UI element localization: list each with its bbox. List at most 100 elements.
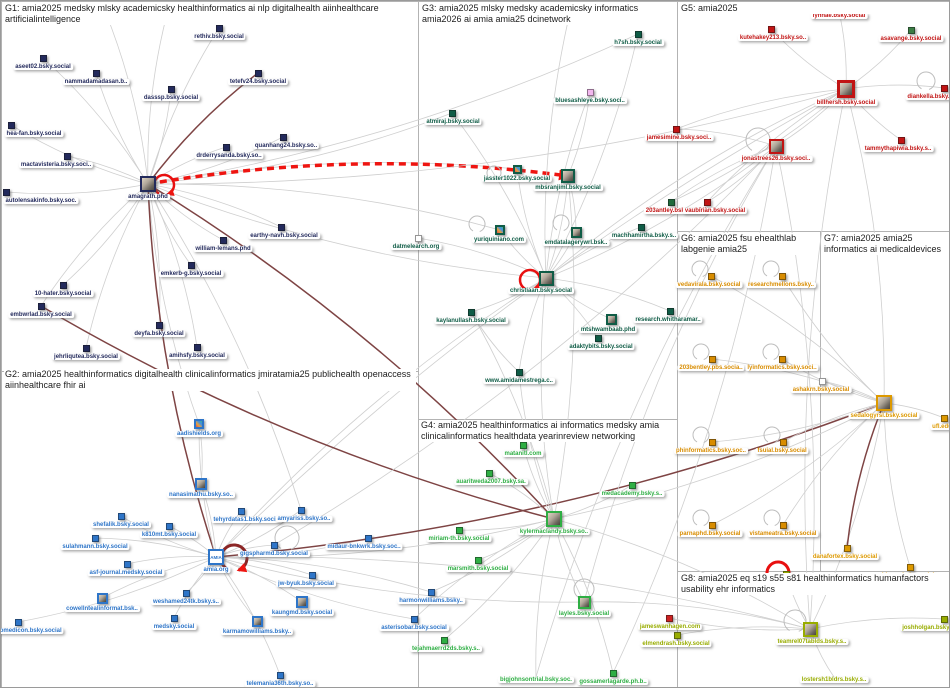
- node-label: auaritweda2007.bsky.sa.: [454, 478, 528, 485]
- edge: [104, 10, 149, 185]
- self-loop-edge: [573, 578, 595, 599]
- edge: [676, 626, 811, 636]
- node-label: nammadamadasan.b..: [62, 78, 130, 85]
- node-square-icon: [907, 26, 915, 34]
- avatar: [296, 596, 308, 608]
- avatar: [512, 164, 522, 174]
- node-square-icon: [270, 541, 278, 549]
- edge: [95, 72, 149, 185]
- self-loop-edge: [763, 509, 781, 526]
- node-square-icon: [703, 198, 711, 206]
- node-label: asf-journal.medsky.social: [87, 569, 165, 576]
- node-square-icon: [673, 631, 681, 639]
- node-square-icon: [193, 343, 201, 351]
- edge: [147, 183, 192, 266]
- avatar: [768, 138, 784, 154]
- node-label: tammythapiwia.bsky.s..: [862, 145, 934, 152]
- node-label: christiaan.bsky.social: [508, 287, 574, 294]
- node-label: jehrliqutea.bsky.social: [52, 353, 120, 360]
- node-label: elmendrash.bsky.social: [640, 640, 712, 647]
- edge: [545, 88, 847, 279]
- edge: [126, 556, 217, 565]
- node-label: hea-fan.bsky.social: [4, 130, 64, 137]
- node-label: vistameatra.bsky.social: [747, 530, 819, 537]
- edge: [147, 88, 847, 185]
- node-label: kaylanullash.bsky.social: [434, 317, 508, 324]
- node-square-icon: [906, 563, 914, 571]
- node-square-icon: [63, 152, 71, 160]
- edge: [846, 402, 885, 549]
- node-square-icon: [455, 526, 463, 534]
- edge: [775, 145, 815, 630]
- self-loop-edge: [468, 215, 486, 232]
- node-label: emkerb-g.bsky.social: [158, 270, 224, 277]
- node-label: 10-hater.bsky.social: [32, 290, 94, 297]
- edge: [147, 183, 282, 228]
- node-square-icon: [222, 143, 230, 151]
- node-label: miriam-th.bsky.social: [426, 535, 492, 542]
- node-label: mbsranjiml.bsky.social: [533, 185, 603, 191]
- node-label: gigspharmd.bsky.social: [238, 550, 310, 557]
- avatar: [194, 419, 204, 429]
- node-square-icon: [117, 512, 125, 520]
- edge: [451, 112, 547, 279]
- node-label: gossamerlagarde.ph.b..: [577, 678, 649, 685]
- node-label: embwrlad.bsky.social: [8, 311, 74, 318]
- edge: [147, 112, 453, 185]
- node-square-icon: [59, 281, 67, 289]
- node-square-icon: [665, 614, 673, 622]
- node-square-icon: [219, 236, 227, 244]
- edge: [147, 33, 639, 185]
- group-title-G3: G3: amia2025 mlsky medsky academicsky in…: [421, 3, 677, 25]
- edge: [215, 556, 585, 603]
- node-label: earthy-navh.bsky.social: [248, 232, 320, 239]
- edge: [612, 145, 777, 674]
- node-label: lyinformatics.bsky.soci..: [745, 364, 819, 371]
- avatar: [802, 621, 818, 637]
- node-label: vedavirala.bsky.social: [675, 281, 743, 288]
- self-loop-edge: [692, 509, 710, 526]
- node-square-icon: [308, 571, 316, 579]
- node-square-icon: [364, 534, 372, 542]
- edge: [781, 275, 885, 404]
- node-square-icon: [708, 438, 716, 446]
- node-label: jonastrees26.bsky.soci..: [739, 155, 813, 162]
- edge: [583, 601, 811, 630]
- node-square-icon: [2, 188, 10, 196]
- node-square-icon: [277, 223, 285, 231]
- edge: [883, 402, 911, 568]
- node-square-icon: [155, 321, 163, 329]
- node-square-icon: [779, 438, 787, 446]
- node-label: danafortex.bsky.social: [810, 553, 880, 560]
- node-label: tehyrdatas1.bsky.social: [211, 516, 283, 523]
- node-label: sulahmann.bsky.social: [60, 543, 130, 550]
- node-square-icon: [843, 544, 851, 552]
- edge: [545, 33, 639, 279]
- node-square-icon: [276, 671, 284, 679]
- node-label: quanhang24.bsky.so..: [252, 142, 320, 149]
- node-label: mtshwambaab.phd: [578, 326, 638, 333]
- node-label: 203antley.bsky.social: [643, 207, 709, 214]
- node-label: datmelearch.org: [390, 243, 442, 250]
- self-loop-edge: [691, 260, 709, 277]
- self-loop-edge: [518, 268, 542, 291]
- edge: [675, 88, 847, 130]
- avatar: [546, 511, 562, 527]
- node-square-icon: [254, 69, 262, 77]
- node-label: karmamowilliams.bsky..: [220, 628, 294, 635]
- edge: [553, 484, 633, 520]
- node-label: william-lemans.phd: [193, 245, 253, 252]
- edge: [809, 617, 945, 630]
- avatar: [495, 225, 505, 235]
- edge: [147, 183, 198, 348]
- node-square-icon: [515, 368, 523, 376]
- node-square-icon: [767, 25, 775, 33]
- edge: [215, 277, 547, 558]
- edge: [567, 91, 591, 177]
- edge: [535, 145, 777, 678]
- node-square-icon: [708, 355, 716, 363]
- node-label: comedicon.bsky.social: [1, 627, 64, 634]
- node-label: parnaphd.bsky.social: [677, 530, 743, 537]
- node-label: nanasimathu.bsky.so..: [167, 492, 235, 498]
- edge: [782, 402, 885, 443]
